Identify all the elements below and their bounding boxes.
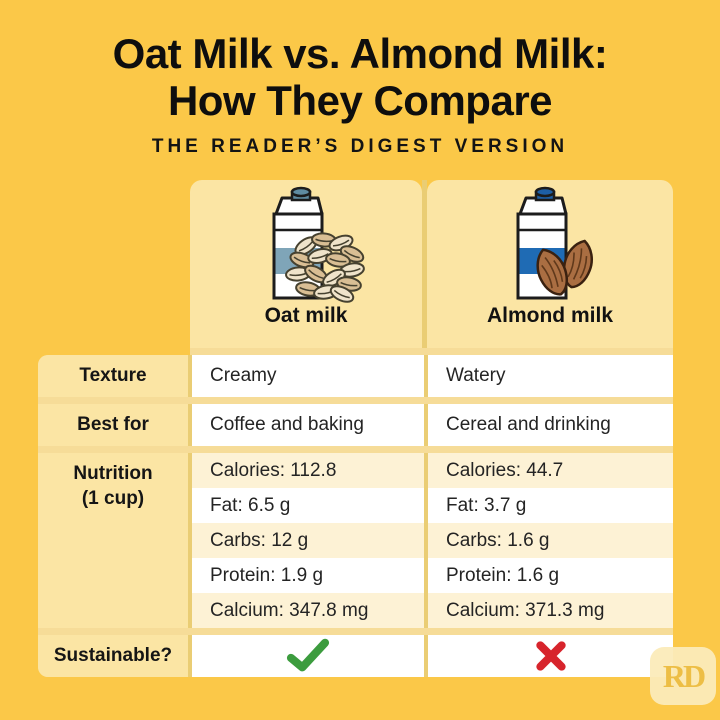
- header-panel-underline: [190, 348, 673, 355]
- page-subtitle: THE READER’S DIGEST VERSION: [151, 135, 569, 157]
- row-label-sustainable: Sustainable?: [38, 635, 188, 677]
- almond-milk-carton-icon: [516, 186, 593, 300]
- nutrition-almond-carbs: Carbs: 1.6 g: [428, 523, 673, 558]
- nutrition-oat-calcium: Calcium: 347.8 mg: [192, 593, 424, 628]
- nutrition-almond-fat: Fat: 3.7 g: [428, 488, 673, 523]
- oat-milk-carton-icon: [272, 186, 365, 303]
- checkmark-icon: [286, 638, 330, 672]
- nutrition-oat-calories: Calories: 112.8: [192, 453, 424, 488]
- nutrition-oat-carbs: Carbs: 12 g: [192, 523, 424, 558]
- nutrition-oat-fat: Fat: 6.5 g: [192, 488, 424, 523]
- rd-logo-text: RD: [662, 657, 706, 694]
- texture-almond-value: Watery: [424, 355, 673, 397]
- row-label-nutrition: Nutrition (1 cup): [38, 453, 188, 628]
- almond-milk-column-label: Almond milk: [486, 304, 613, 327]
- almonds-illustration: [536, 239, 593, 296]
- best-for-almond-value: Cereal and drinking: [424, 404, 673, 446]
- nutrition-label-line2: (1 cup): [81, 487, 145, 509]
- x-icon: [535, 641, 566, 671]
- best-for-oat-value: Coffee and baking: [188, 404, 424, 446]
- oats-illustration: [285, 232, 365, 303]
- row-label-best-for: Best for: [38, 404, 188, 446]
- rd-logo: RD: [650, 647, 716, 705]
- sustainable-oat-cell: [188, 635, 424, 677]
- title-line-1: Oat Milk vs. Almond Milk:: [112, 30, 608, 77]
- almond-milk-column-header: Almond milk: [427, 180, 673, 348]
- title-line-2: How They Compare: [167, 77, 553, 125]
- nutrition-almond-list: Calories: 44.7 Fat: 3.7 g Carbs: 1.6 g P…: [424, 453, 673, 628]
- header: Oat Milk vs. Almond Milk: How They Compa…: [0, 0, 720, 158]
- row-label-texture: Texture: [38, 355, 188, 397]
- sustainable-almond-cell: [424, 635, 673, 677]
- texture-oat-value: Creamy: [188, 355, 424, 397]
- nutrition-label-line1: Nutrition: [73, 463, 153, 484]
- nutrition-oat-protein: Protein: 1.9 g: [192, 558, 424, 593]
- nutrition-almond-protein: Protein: 1.6 g: [428, 558, 673, 593]
- header-panel-divider: [422, 180, 427, 348]
- nutrition-oat-list: Calories: 112.8 Fat: 6.5 g Carbs: 12 g P…: [188, 453, 424, 628]
- oat-milk-column-header: Oat milk: [190, 180, 422, 348]
- nutrition-almond-calories: Calories: 44.7: [428, 453, 673, 488]
- nutrition-almond-calcium: Calcium: 371.3 mg: [428, 593, 673, 628]
- oat-milk-column-label: Oat milk: [264, 304, 348, 327]
- comparison-table: Texture Creamy Watery Best for Coffee an…: [38, 355, 673, 677]
- page-title: Oat Milk vs. Almond Milk: How They Compa…: [0, 30, 720, 125]
